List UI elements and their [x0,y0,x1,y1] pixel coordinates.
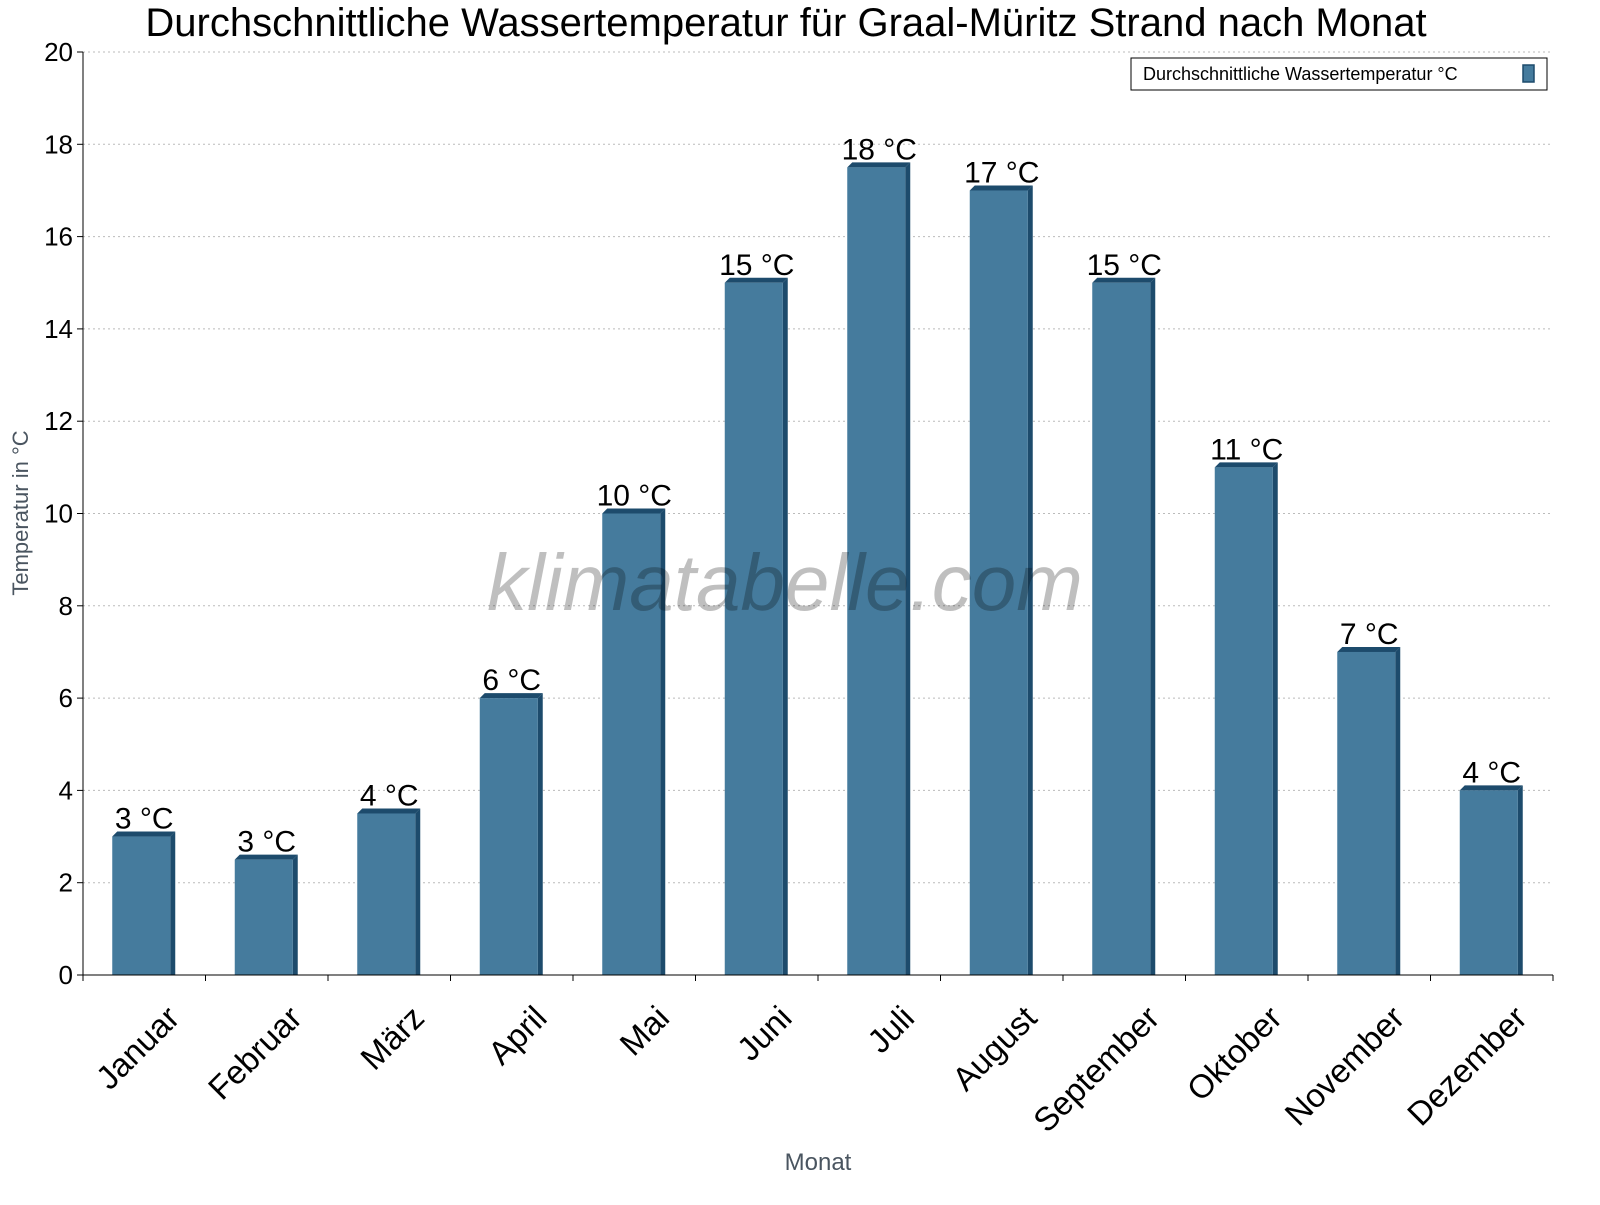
bar [357,813,416,975]
bar-side [905,162,911,975]
bar-top [1459,785,1523,791]
bar-side [782,277,788,975]
x-tick-label: April [481,999,554,1072]
legend-swatch [1522,64,1535,83]
y-tick-label: 8 [59,591,73,621]
y-tick-label: 10 [44,499,73,529]
bar [1214,467,1273,975]
bar-group: 15 °C [1087,249,1162,975]
x-tick-label: November [1277,999,1411,1133]
bar-group: 15 °C [719,249,794,975]
y-tick-label: 14 [44,314,73,344]
bar-side [1395,646,1401,975]
data-label: 18 °C [842,133,917,166]
y-axis-label: Temperatur in °C [8,430,33,595]
x-tick-label: Oktober [1179,999,1288,1108]
bar [112,836,171,975]
bar-side [1150,277,1156,975]
bar [602,513,661,975]
x-tick-label: Mai [612,999,676,1063]
bar-side [1272,462,1278,976]
x-axis-label: Monat [785,1149,852,1176]
bar-side [170,831,176,975]
data-label: 11 °C [1210,433,1283,466]
bar-group: 7 °C [1337,618,1401,975]
data-label: 4 °C [1462,756,1521,789]
bar-group: 10 °C [597,480,672,975]
bar-top [1092,277,1156,283]
bar-group: 3 °C [234,826,298,975]
x-tick-label: März [353,999,431,1077]
bar-top [724,277,788,283]
bar [1092,282,1151,975]
bar-top [357,808,421,814]
bar-top [847,162,911,168]
legend-box [1130,57,1548,91]
y-tick-label: 6 [59,683,73,713]
x-tick-label: Februar [201,999,309,1107]
bar-group: 4 °C [1459,756,1523,975]
bar-side [1027,185,1033,975]
y-tick-label: 16 [44,222,73,252]
bar-top [969,185,1033,191]
data-label: 6 °C [482,664,541,697]
bar-top [1214,462,1278,468]
bar-group: 18 °C [842,133,917,975]
bar-top [112,831,176,837]
data-label: 4 °C [360,779,419,812]
x-tick-label: August [945,999,1044,1098]
legend: Durchschnittliche Wassertemperatur °C [1130,57,1548,91]
bars: 3 °C 3 °C 4 °C 6 °C 10 °C 15 °C 18 °C 17 °C 15 °… [112,133,1523,976]
bar [1337,651,1396,975]
bar-group: 6 °C [479,664,543,975]
x-tick-label: Dezember [1400,999,1534,1133]
data-label: 17 °C [964,156,1039,189]
bar [1459,790,1518,975]
y-tick-label: 2 [59,868,73,898]
y-tick-label: 12 [44,406,73,436]
bar [234,859,293,975]
bar-top [602,508,666,514]
bar-top [479,693,543,699]
bar-side [292,854,298,975]
grid-lines [83,51,1553,884]
chart-title: Durchschnittliche Wassertemperatur für G… [145,1,1426,45]
data-label: 7 °C [1340,618,1399,651]
bar [969,190,1028,975]
bar-side [1517,785,1523,975]
legend-label: Durchschnittliche Wassertemperatur °C [1143,64,1458,84]
x-tick-label: Juli [860,999,921,1060]
data-label: 3 °C [237,826,296,859]
bar-side [537,693,543,975]
bar-top [234,854,298,860]
bar-group: 3 °C [112,803,176,975]
data-label: 15 °C [1087,249,1162,282]
x-tick-label: Juni [730,999,799,1068]
y-tick-label: 20 [44,37,73,67]
bar-side [660,508,666,975]
x-tick-label: September [1026,999,1166,1139]
bar [724,282,783,975]
bar-group: 11 °C [1210,433,1283,976]
bar [479,698,538,975]
data-label: 3 °C [115,803,174,836]
bar-group: 4 °C [357,779,421,975]
y-tick-label: 4 [59,775,73,805]
y-tick-label: 18 [44,129,73,159]
bar-side [415,808,421,975]
data-label: 10 °C [597,480,672,513]
watermark: klimatabelle.com [487,538,1083,627]
bar-group: 17 °C [964,156,1039,975]
bar [847,167,906,975]
y-tick-label: 0 [59,960,73,990]
x-tick-label: Januar [89,999,187,1097]
bar-top [1337,646,1401,652]
data-label: 15 °C [719,249,794,282]
